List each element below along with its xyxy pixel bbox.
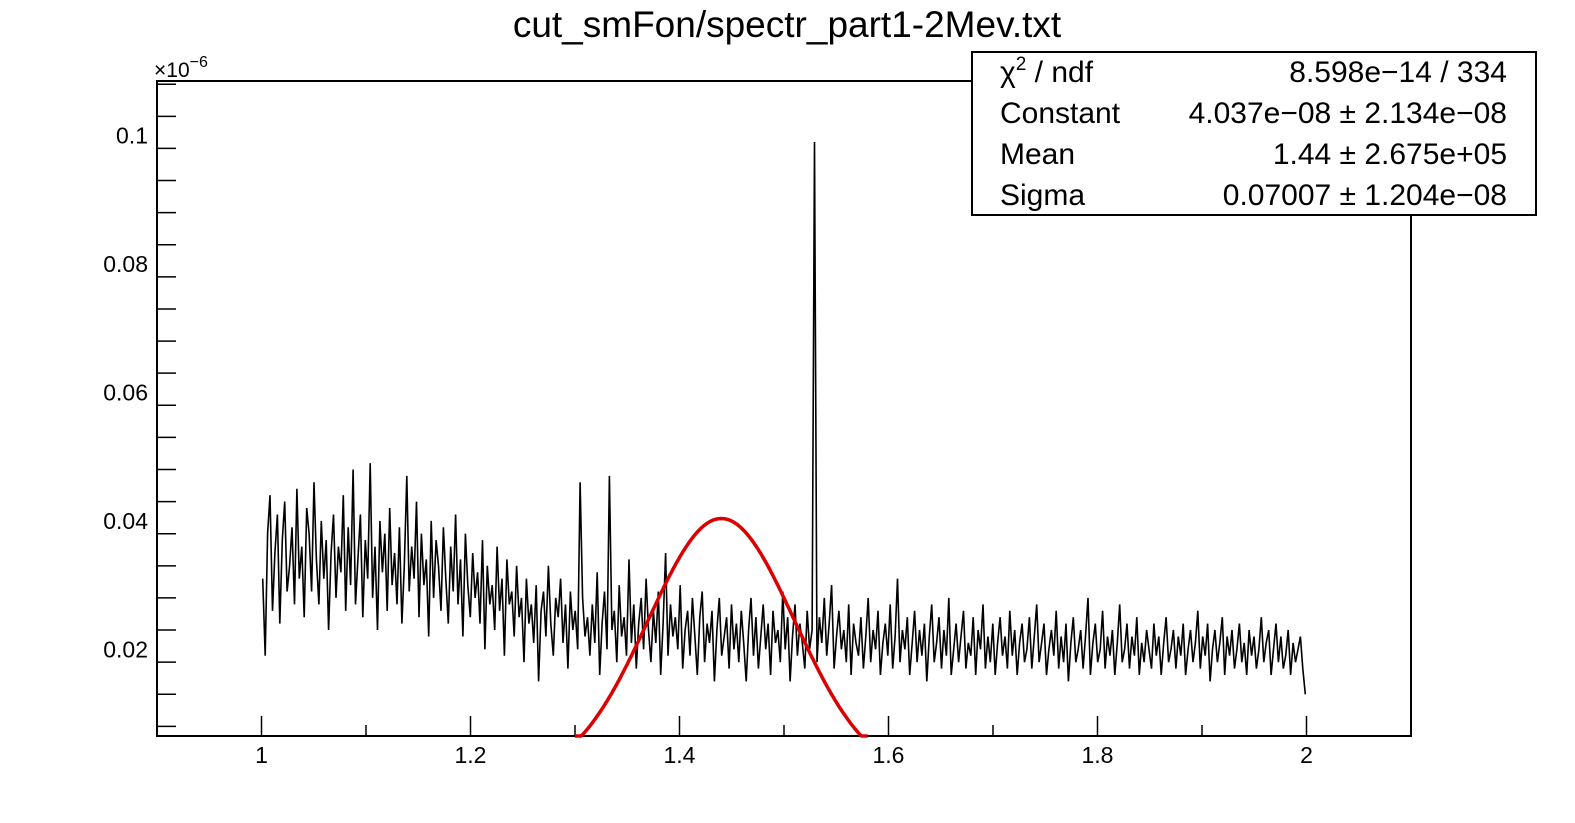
y-tick-label: 0.04 (103, 508, 148, 534)
x-axis: 1 1.2 1.4 1.6 1.8 2 (156, 716, 1412, 768)
y-tick-label: 0.06 (103, 379, 148, 405)
y-exponent-label: ×10−6 (154, 54, 208, 82)
x-tick-label: 1 (255, 742, 268, 768)
y-tick-label: 0.1 (116, 123, 148, 149)
y-axis: 0.02 0.04 0.06 0.08 0.1 (103, 83, 176, 728)
histogram-series (261, 141, 1307, 695)
x-tick-label: 1.6 (873, 742, 905, 768)
stats-row-value: 4.037e−08 ± 2.134e−08 (1189, 97, 1507, 130)
stats-row-label: χ2 / ndf (1000, 54, 1094, 89)
stats-row-label: Sigma (1000, 179, 1085, 212)
y-tick-label: 0.02 (103, 636, 148, 662)
y-exponent-base: ×10−6 (154, 54, 208, 82)
chart-title: cut_smFon/spectr_part1-2Mev.txt (513, 4, 1062, 45)
gaussian-fit-curve (575, 516, 868, 738)
x-tick-label: 2 (1300, 742, 1313, 768)
stats-row-value: 1.44 ± 2.675e+05 (1273, 138, 1507, 171)
stats-row-label: Constant (1000, 97, 1121, 130)
stats-box-frame (971, 51, 1537, 216)
y-tick-label: 0.08 (103, 251, 148, 277)
stats-row-value: 8.598e−14 / 334 (1289, 56, 1507, 89)
x-tick-label: 1.8 (1082, 742, 1114, 768)
stats-row-label: Mean (1000, 138, 1075, 171)
x-tick-label: 1.2 (455, 742, 487, 768)
stats-row-value: 0.07007 ± 1.204e−08 (1223, 179, 1507, 212)
stats-box: χ2 / ndf 8.598e−14 / 334 Constant 4.037e−08… (971, 51, 1537, 216)
x-tick-label: 1.4 (664, 742, 696, 768)
